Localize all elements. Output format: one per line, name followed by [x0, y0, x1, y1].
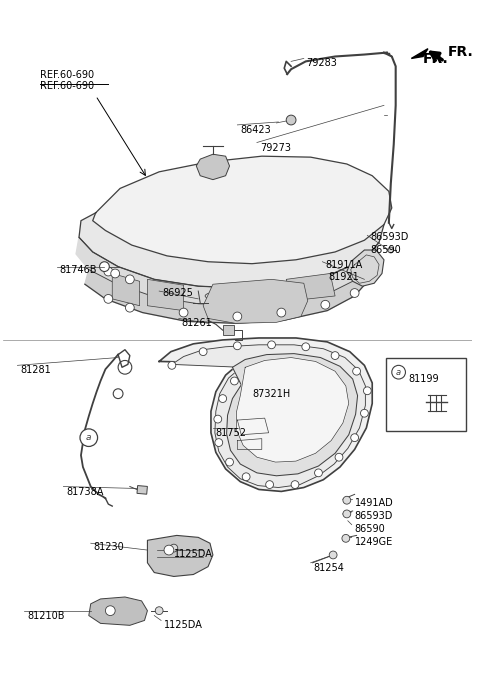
Text: a: a: [396, 368, 401, 377]
Text: REF.60-690: REF.60-690: [40, 81, 94, 91]
Text: 81281: 81281: [20, 365, 51, 375]
Circle shape: [199, 348, 207, 356]
Circle shape: [363, 387, 371, 395]
Polygon shape: [112, 274, 140, 306]
Circle shape: [360, 409, 368, 417]
Circle shape: [226, 458, 233, 466]
Circle shape: [164, 545, 174, 555]
Circle shape: [321, 301, 330, 309]
Circle shape: [353, 367, 360, 375]
Circle shape: [302, 343, 310, 350]
Circle shape: [230, 377, 239, 385]
Circle shape: [342, 534, 350, 543]
Text: 81254: 81254: [313, 563, 345, 573]
Circle shape: [104, 295, 113, 303]
Polygon shape: [147, 279, 183, 311]
Circle shape: [351, 434, 359, 441]
Polygon shape: [347, 250, 384, 286]
Circle shape: [214, 415, 222, 423]
Circle shape: [155, 607, 163, 615]
Text: 86925: 86925: [162, 288, 193, 298]
Text: 79283: 79283: [306, 59, 336, 69]
Circle shape: [99, 262, 109, 272]
Circle shape: [125, 275, 134, 284]
Polygon shape: [85, 259, 376, 324]
Circle shape: [233, 342, 241, 350]
Text: 81746B: 81746B: [60, 265, 97, 275]
Circle shape: [335, 454, 343, 461]
Circle shape: [170, 544, 178, 552]
Bar: [223, 326, 234, 335]
Text: REF.60-690: REF.60-690: [40, 70, 94, 80]
Bar: [386, 357, 466, 431]
Circle shape: [106, 606, 115, 615]
Text: FR.: FR.: [423, 52, 449, 65]
Text: 1249GE: 1249GE: [355, 537, 393, 547]
Circle shape: [388, 247, 394, 253]
Text: 81261: 81261: [181, 318, 212, 328]
Circle shape: [215, 439, 223, 446]
Text: 81911A: 81911A: [325, 259, 362, 270]
Circle shape: [343, 510, 351, 518]
Text: 1125DA: 1125DA: [174, 549, 213, 559]
Circle shape: [329, 551, 337, 559]
Circle shape: [268, 341, 276, 348]
Text: 81199: 81199: [408, 374, 439, 384]
Text: a: a: [86, 433, 92, 442]
Circle shape: [350, 288, 359, 297]
Circle shape: [343, 496, 351, 504]
Circle shape: [314, 469, 323, 477]
Circle shape: [125, 303, 134, 312]
Circle shape: [233, 312, 242, 321]
Text: 81921: 81921: [328, 272, 359, 282]
Circle shape: [242, 473, 250, 481]
Text: 86590: 86590: [370, 245, 401, 255]
Polygon shape: [286, 274, 335, 301]
Polygon shape: [172, 345, 365, 487]
Text: 1125DA: 1125DA: [164, 621, 203, 630]
Text: 86593D: 86593D: [370, 233, 408, 243]
Polygon shape: [76, 237, 379, 306]
Text: 79273: 79273: [260, 142, 291, 152]
Text: 86593D: 86593D: [355, 511, 393, 521]
Polygon shape: [203, 279, 308, 324]
Circle shape: [392, 365, 406, 379]
Polygon shape: [159, 338, 372, 491]
Circle shape: [277, 308, 286, 317]
Circle shape: [286, 115, 296, 125]
Polygon shape: [196, 154, 229, 180]
Text: 81210B: 81210B: [27, 611, 65, 621]
Text: FR.: FR.: [447, 44, 473, 59]
Text: 86423: 86423: [240, 125, 271, 135]
Polygon shape: [411, 49, 428, 59]
Text: 87321H: 87321H: [252, 389, 290, 399]
Polygon shape: [79, 213, 384, 288]
Text: 81752: 81752: [216, 428, 247, 438]
Circle shape: [266, 481, 274, 489]
Polygon shape: [89, 597, 147, 625]
Text: 81738A: 81738A: [66, 487, 104, 497]
Circle shape: [80, 429, 97, 446]
Circle shape: [179, 308, 188, 317]
Polygon shape: [236, 357, 349, 462]
Text: 81230: 81230: [94, 543, 124, 552]
Circle shape: [168, 361, 176, 369]
Polygon shape: [93, 156, 392, 264]
Circle shape: [111, 269, 120, 278]
Polygon shape: [147, 535, 213, 576]
Circle shape: [291, 481, 299, 489]
Bar: [137, 485, 147, 494]
Circle shape: [104, 267, 113, 276]
Circle shape: [219, 395, 227, 402]
Text: 1491AD: 1491AD: [355, 498, 394, 508]
Text: 86590: 86590: [355, 524, 385, 534]
Circle shape: [331, 352, 339, 359]
Polygon shape: [227, 354, 358, 476]
